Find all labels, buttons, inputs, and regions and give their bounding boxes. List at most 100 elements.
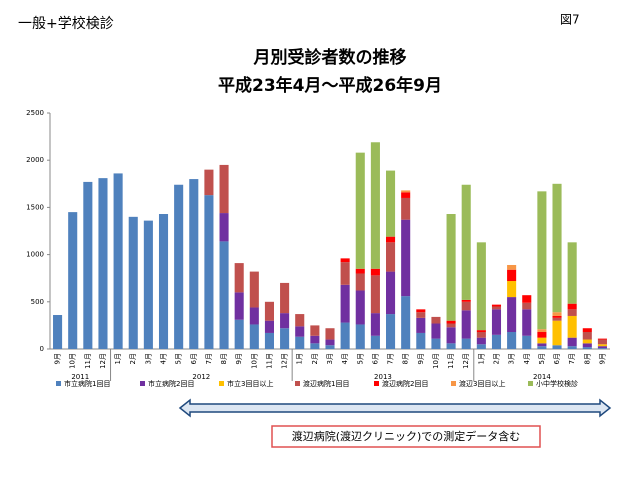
- bar-segment: [325, 328, 335, 340]
- bar-segment: [567, 337, 577, 347]
- bar-segment: [340, 262, 350, 285]
- bar-segment: [507, 269, 517, 282]
- bar-segment: [204, 195, 214, 349]
- bar-segment: [552, 345, 562, 349]
- bar-segment: [582, 328, 592, 333]
- x-tick-label: 10月: [69, 353, 77, 369]
- bar-segment: [234, 292, 244, 320]
- bar-segment: [340, 258, 350, 263]
- y-tick-label: 0: [40, 345, 44, 353]
- legend-swatch: [295, 381, 300, 386]
- note-text: 渡辺病院(渡辺クリニック)での測定データ含む: [292, 429, 521, 443]
- x-tick-label: 1月: [296, 353, 304, 364]
- bar-segment: [370, 268, 380, 276]
- bar-segment: [113, 173, 123, 349]
- bar-segment: [340, 322, 350, 349]
- bar-segment: [567, 346, 577, 349]
- bar-segment: [401, 219, 411, 297]
- x-tick-label: 12月: [99, 353, 107, 369]
- bar-segment: [325, 339, 335, 346]
- bar-segment: [552, 312, 562, 316]
- bar-segment: [446, 323, 456, 328]
- bar-segment: [597, 339, 607, 345]
- bar-segment: [522, 335, 532, 349]
- legend-label: 市立3回目以上: [227, 379, 273, 388]
- bar-segment: [552, 315, 562, 318]
- legend-label: 市立病院1回目: [64, 379, 110, 388]
- bar-segment: [597, 338, 607, 340]
- bar-segment: [416, 309, 426, 313]
- bar-segment: [537, 329, 547, 333]
- bar-segment: [174, 184, 184, 349]
- legend-label: 市立病院2回目: [148, 379, 194, 388]
- bar-segment: [355, 152, 365, 269]
- bar-segment: [355, 290, 365, 325]
- bar-segment: [582, 339, 592, 344]
- bar-segment: [491, 309, 502, 335]
- x-tick-label: 12月: [281, 353, 289, 369]
- x-tick-label: 9月: [598, 353, 606, 364]
- bar-segment: [310, 325, 320, 336]
- bar-segment: [370, 335, 380, 349]
- bar-segment: [295, 314, 305, 327]
- bar-segment: [461, 301, 471, 311]
- bar-segment: [461, 338, 471, 349]
- x-tick-label: 10月: [250, 353, 258, 369]
- x-tick-label: 1月: [114, 353, 122, 364]
- year-label: 2012: [192, 373, 210, 381]
- bar-segment: [537, 191, 547, 330]
- bar-segment: [597, 346, 607, 349]
- bar-segment: [507, 281, 517, 298]
- x-tick-label: 4月: [341, 353, 349, 364]
- x-tick-label: 9月: [235, 353, 243, 364]
- bar-segment: [476, 332, 486, 338]
- bar-segment: [582, 343, 592, 348]
- bar-segment: [476, 242, 486, 331]
- bar-segment: [53, 315, 63, 349]
- bar-segment: [567, 309, 577, 316]
- bar-segment: [280, 313, 290, 329]
- bar-segment: [355, 324, 365, 349]
- bar-segment: [280, 328, 290, 349]
- bar-segment: [234, 319, 244, 349]
- bar-segment: [491, 334, 502, 349]
- bar-segment: [491, 304, 502, 307]
- bar-segment: [461, 299, 471, 302]
- bar-segment: [68, 212, 78, 349]
- x-tick-label: 11月: [447, 353, 455, 369]
- bar-segment: [597, 344, 607, 347]
- x-tick-label: 6月: [553, 353, 561, 364]
- bar-segment: [98, 178, 108, 349]
- bar-segment: [552, 317, 562, 321]
- y-tick-label: 2000: [26, 156, 44, 164]
- bar-segment: [295, 336, 305, 349]
- x-tick-label: 9月: [417, 353, 425, 364]
- chart-subtitle: 平成23年4月～平成26年9月: [218, 75, 442, 96]
- bar-segment: [370, 313, 380, 336]
- bar-segment: [401, 192, 411, 198]
- bar-segment: [219, 241, 229, 349]
- bar-segment: [522, 295, 532, 303]
- bar-segment: [219, 164, 229, 214]
- bar-segment: [416, 332, 426, 349]
- bar-segment: [386, 242, 396, 272]
- x-tick-label: 10月: [432, 353, 440, 369]
- x-tick-label: 1月: [477, 353, 485, 364]
- bar-segment: [128, 216, 138, 349]
- legend-swatch: [528, 381, 533, 386]
- bar-segment: [249, 271, 259, 308]
- bar-segment: [340, 284, 350, 323]
- note-box: [271, 425, 541, 448]
- legend-label: 渡辺病院1回目: [303, 379, 349, 388]
- bar-segment: [401, 296, 411, 349]
- bar-segment: [249, 307, 259, 325]
- bar-segment: [431, 323, 441, 339]
- bar-segment: [446, 343, 456, 349]
- y-tick-label: 2500: [26, 109, 44, 117]
- x-tick-label: 8月: [220, 353, 228, 364]
- legend-label: 渡辺病院2回目: [382, 379, 428, 388]
- legend-swatch: [140, 381, 145, 386]
- x-tick-label: 6月: [371, 353, 379, 364]
- x-tick-label: 5月: [175, 353, 183, 364]
